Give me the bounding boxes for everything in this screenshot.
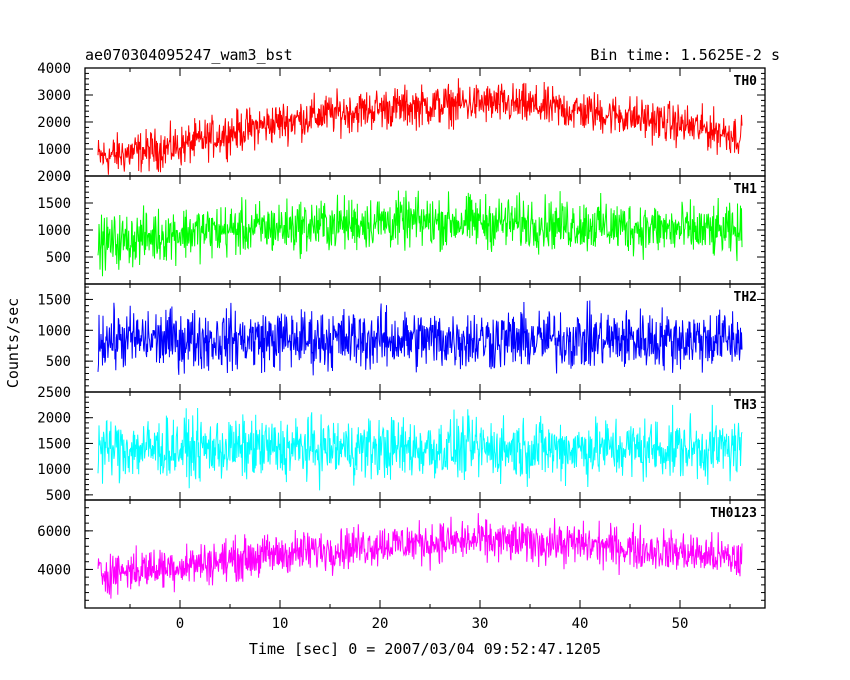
panel-th0: 0 1000 2000 3000 4000 TH0: [37, 61, 766, 185]
panel-th0123: 4000 6000 TH0123: [37, 499, 766, 609]
y-tick-label: 0: [63, 169, 71, 185]
y-tick-label: 2500: [37, 385, 71, 401]
series-th0: [97, 78, 743, 175]
x-tick-label: 10: [272, 616, 289, 632]
panel-label: TH3: [734, 398, 757, 413]
panel-label: TH0: [734, 74, 758, 89]
y-tick-label: 1500: [37, 436, 71, 452]
y-tick-label: 1000: [37, 142, 71, 158]
y-tick-label: 4000: [37, 562, 71, 578]
x-tick-label: 30: [472, 616, 489, 632]
y-tick-label: 500: [46, 250, 71, 266]
series-th0123: [97, 513, 743, 599]
panel-th3: 500 1000 1500 2000 2500 TH3: [37, 385, 766, 504]
y-tick-label: 3000: [37, 88, 71, 104]
y-tick-label: 1500: [37, 196, 71, 212]
y-axis-label: Counts/sec: [4, 298, 22, 388]
panel-label: TH0123: [710, 506, 757, 521]
panels-group: 01000200030004000TH0500100015002000TH150…: [37, 61, 766, 632]
chart-title-left: ae070304095247_wam3_bst: [85, 46, 293, 64]
y-tick-label: 1500: [37, 292, 71, 308]
y-tick-label: 2000: [37, 169, 71, 185]
series-th1: [97, 190, 743, 277]
panel-th1: 500 1000 1500 2000 TH1: [37, 169, 766, 285]
x-tick-label: 0: [176, 616, 184, 632]
panel-label: TH2: [734, 290, 757, 305]
x-tick-label: 50: [672, 616, 689, 632]
series-th2: [97, 300, 743, 376]
x-tick-label: 40: [572, 616, 589, 632]
y-tick-label: 2000: [37, 115, 71, 131]
y-tick-label: 6000: [37, 524, 71, 540]
panel-label: TH1: [734, 182, 758, 197]
panel-th2: 500 1000 1500 TH2: [37, 283, 766, 393]
y-tick-label: 1000: [37, 223, 71, 239]
x-axis-label: Time [sec] 0 = 2007/03/04 09:52:47.1205: [249, 640, 601, 658]
y-tick-label: 4000: [37, 61, 71, 77]
y-tick-label: 1000: [37, 323, 71, 339]
y-tick-label: 500: [46, 354, 71, 370]
y-tick-label: 500: [46, 488, 71, 504]
chart-title-right: Bin time: 1.5625E-2 s: [590, 46, 780, 64]
y-tick-label: 1000: [37, 462, 71, 478]
series-th3: [97, 404, 743, 491]
y-tick-label: 2000: [37, 411, 71, 427]
x-tick-label: 20: [372, 616, 389, 632]
